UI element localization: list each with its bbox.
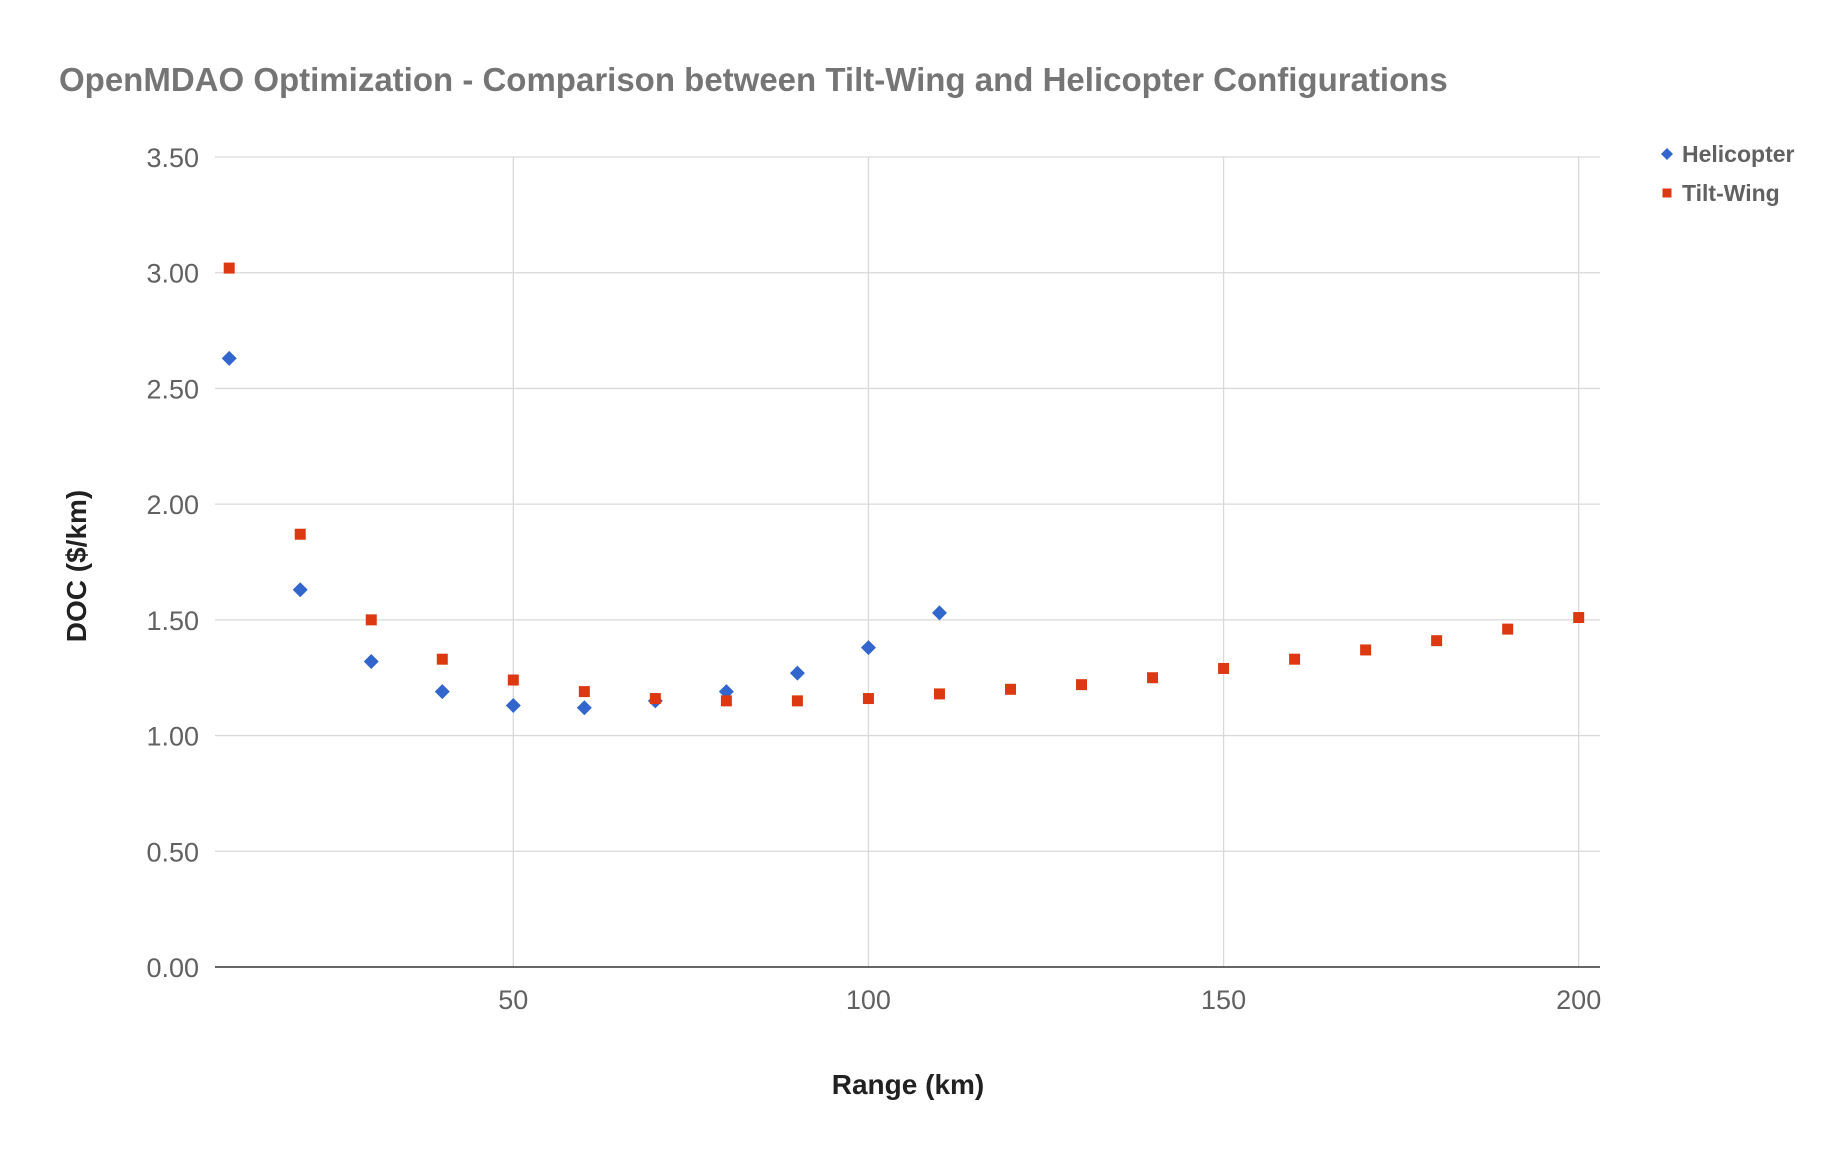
helicopter-point <box>718 684 734 700</box>
helicopter-point <box>221 350 237 366</box>
helicopter-point <box>576 700 592 716</box>
helicopter-point <box>860 640 876 656</box>
legend-label-tilt-wing: Tilt-Wing <box>1682 180 1780 206</box>
tilt-wing-point <box>1431 635 1443 647</box>
tick-labels: 0.00 0.50 1.00 1.50 2.00 2.50 3.00 3.50 50 100 150… <box>146 143 1601 1015</box>
tilt-wing-point <box>1573 612 1585 624</box>
y-tick-label: 0.00 <box>146 953 199 983</box>
y-axis-title: DOC ($/km) <box>61 490 92 642</box>
tilt-wing-point <box>933 688 945 700</box>
legend-label-helicopter: Helicopter <box>1682 141 1795 167</box>
tilt-wing-point <box>1289 653 1301 665</box>
legend: Helicopter Tilt-Wing <box>1661 141 1795 206</box>
y-tick-label: 1.00 <box>146 722 199 752</box>
x-tick-label: 100 <box>846 985 891 1015</box>
y-tick-label: 2.00 <box>146 490 199 520</box>
y-tick-label: 0.50 <box>146 837 199 867</box>
tilt-wing-point <box>1360 644 1372 656</box>
y-tick-label: 1.50 <box>146 606 199 636</box>
helicopter-point <box>434 684 450 700</box>
x-tick-label: 150 <box>1201 985 1246 1015</box>
x-tick-label: 50 <box>498 985 528 1015</box>
helicopter-point <box>789 665 805 681</box>
chart-title: OpenMDAO Optimization - Comparison betwe… <box>59 61 1448 98</box>
helicopter-point <box>363 654 379 670</box>
tilt-wing-point <box>365 614 377 626</box>
y-tick-label: 2.50 <box>146 374 199 404</box>
tilt-wing-point <box>223 262 235 274</box>
tilt-wing-point <box>1147 672 1159 684</box>
tilt-wing-point <box>720 695 732 707</box>
legend-item-helicopter: Helicopter <box>1661 141 1795 167</box>
legend-item-tilt-wing: Tilt-Wing <box>1662 180 1780 206</box>
y-tick-label: 3.50 <box>146 143 199 173</box>
x-axis-title: Range (km) <box>832 1069 984 1100</box>
tilt-wing-point <box>294 528 306 540</box>
tilt-wing-point <box>791 695 803 707</box>
helicopter-point <box>292 582 308 598</box>
helicopter-point <box>505 697 521 713</box>
tilt-wing-point <box>1218 662 1230 674</box>
tilt-wing-point <box>1076 679 1088 691</box>
tilt-wing-point <box>1004 683 1016 695</box>
tilt-wing-point <box>1502 623 1514 635</box>
grid <box>215 156 1600 967</box>
tilt-wing-point <box>578 686 590 698</box>
data-points <box>221 262 1585 716</box>
legend-marker-helicopter <box>1661 148 1673 160</box>
y-tick-label: 3.00 <box>146 259 199 289</box>
tilt-wing-point <box>862 693 874 705</box>
tilt-wing-point <box>507 674 519 686</box>
x-tick-label: 200 <box>1556 985 1601 1015</box>
tilt-wing-point <box>649 693 661 705</box>
legend-marker-tilt-wing <box>1662 188 1672 198</box>
helicopter-point <box>931 605 947 621</box>
tilt-wing-point <box>436 653 448 665</box>
